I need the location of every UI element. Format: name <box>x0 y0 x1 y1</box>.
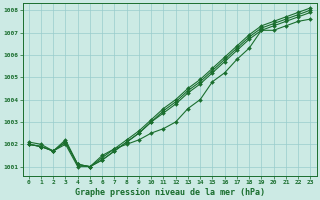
X-axis label: Graphe pression niveau de la mer (hPa): Graphe pression niveau de la mer (hPa) <box>75 188 265 197</box>
